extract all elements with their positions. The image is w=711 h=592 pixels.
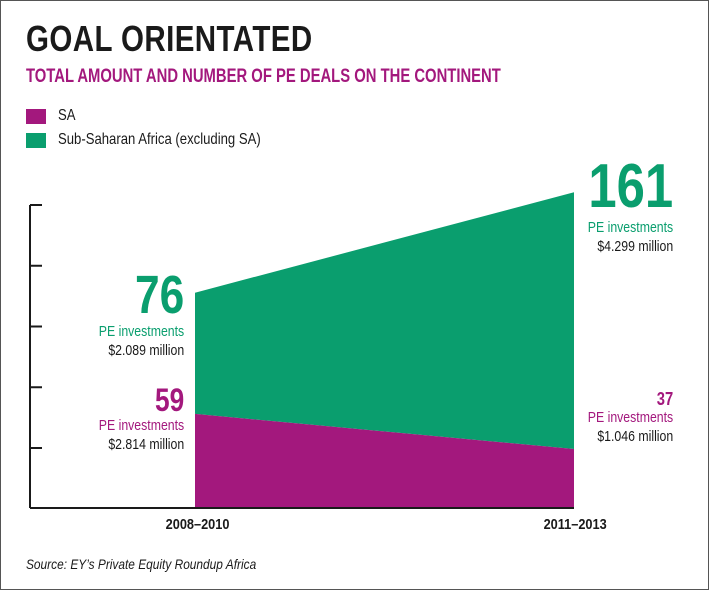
- series-area-sa: [195, 413, 574, 508]
- annotation-sa-start-number: 59: [154, 382, 184, 418]
- legend-label-ssa: Sub-Saharan Africa (excluding SA): [58, 131, 261, 148]
- x-tick-label-2008-2010: 2008–2010: [165, 516, 230, 533]
- annotation-sa-end-label: PE investments: [587, 409, 673, 426]
- legend-item-ssa: Sub-Saharan Africa (excluding SA): [26, 128, 305, 152]
- annotation-ssa-start-number: 76: [134, 265, 184, 325]
- annotation-ssa-end-label: PE investments: [587, 219, 673, 236]
- annotation-ssa-start: 76 PE investments $2.089 million: [99, 268, 184, 360]
- annotation-sa-start-amount: $2.814 million: [108, 436, 184, 453]
- legend-swatch-sa: [26, 108, 46, 124]
- annotation-sa-start-label: PE investments: [98, 417, 184, 434]
- legend-label-sa: SA: [58, 107, 76, 124]
- annotation-ssa-end: 161 PE investments $4.299 million: [588, 156, 673, 256]
- series-area-ssa: [195, 192, 574, 449]
- chart-subtitle: TOTAL AMOUNT AND NUMBER OF PE DEALS ON T…: [26, 66, 501, 87]
- legend-item-sa: SA: [26, 104, 305, 128]
- y-axis: [29, 204, 574, 509]
- legend: SA Sub-Saharan Africa (excluding SA): [26, 104, 305, 152]
- x-tick-label-2011-2013: 2011–2013: [543, 516, 607, 533]
- annotation-ssa-end-number: 161: [588, 152, 673, 221]
- annotation-sa-end-amount: $1.046 million: [597, 428, 673, 445]
- source-note: Source: EY’s Private Equity Roundup Afri…: [26, 556, 257, 572]
- annotation-ssa-end-amount: $4.299 million: [597, 238, 673, 255]
- legend-swatch-ssa: [26, 132, 46, 148]
- chart-title: GOAL ORIENTATED: [26, 18, 313, 59]
- annotation-ssa-start-amount: $2.089 million: [108, 342, 184, 359]
- annotation-sa-start: 59 PE investments $2.814 million: [99, 384, 184, 454]
- annotation-sa-end-number: 37: [656, 389, 673, 409]
- annotation-sa-end: 37 PE investments $1.046 million: [588, 390, 673, 446]
- annotation-ssa-start-label: PE investments: [98, 323, 184, 340]
